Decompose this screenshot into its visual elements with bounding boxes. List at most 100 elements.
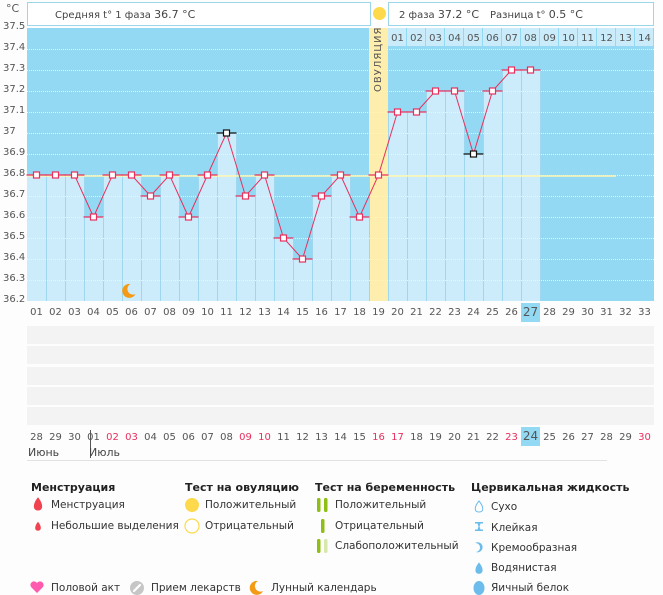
phase2-day-label: 12 bbox=[600, 33, 613, 44]
calendar-date: 15 bbox=[353, 432, 366, 443]
temperature-point bbox=[298, 255, 307, 263]
legend-menstruation-full: Менструация bbox=[51, 499, 125, 511]
cycle-day-label: 04 bbox=[87, 307, 100, 318]
y-tick-label: 36.9 bbox=[3, 147, 26, 158]
calendar-date: 14 bbox=[334, 432, 347, 443]
temperature-bar[interactable] bbox=[388, 112, 407, 301]
month-divider bbox=[90, 430, 91, 458]
legend-pregnancy-title: Тест на беременность bbox=[315, 481, 456, 494]
grid-line bbox=[27, 70, 654, 71]
calendar-date: 08 bbox=[220, 432, 233, 443]
calendar-date: 05 bbox=[163, 432, 176, 443]
separator bbox=[27, 460, 607, 461]
calendar-date: 26 bbox=[562, 432, 575, 443]
column-separator bbox=[407, 112, 408, 301]
temperature-point bbox=[241, 192, 250, 200]
calendar-date: 25 bbox=[543, 432, 556, 443]
cycle-day-label: 31 bbox=[600, 307, 613, 318]
temperature-difference: Разница t° 0.5 °C bbox=[490, 8, 583, 21]
cycle-day-label: 13 bbox=[258, 307, 271, 318]
temperature-point bbox=[32, 171, 41, 179]
column-separator bbox=[312, 196, 313, 301]
legend-cervical-title: Цервикальная жидкость bbox=[471, 481, 630, 494]
cycle-day-label: 17 bbox=[334, 307, 347, 318]
temperature-point bbox=[469, 150, 478, 158]
cycle-day-label: 33 bbox=[638, 307, 651, 318]
calendar-date: 04 bbox=[144, 432, 157, 443]
column-separator bbox=[540, 70, 541, 301]
phase2-day-label: 03 bbox=[429, 33, 442, 44]
calendar-date: 02 bbox=[106, 432, 119, 443]
legend-lunar: Лунный календарь bbox=[271, 582, 377, 594]
temperature-bar[interactable] bbox=[464, 154, 483, 301]
legend-pregnancy-negative: Отрицательный bbox=[335, 520, 424, 532]
legend-pregnancy-weak-icon-a bbox=[317, 539, 321, 553]
y-tick-label: 37 bbox=[3, 126, 16, 137]
column-separator bbox=[388, 112, 389, 301]
cycle-day-label: 24 bbox=[467, 307, 480, 318]
temperature-bar[interactable] bbox=[236, 196, 255, 301]
legend-cervical-watery: Водянистая bbox=[491, 562, 557, 574]
temperature-point bbox=[488, 87, 497, 95]
calendar-date: 06 bbox=[182, 432, 195, 443]
phase2-day-label: 08 bbox=[524, 33, 537, 44]
legend-pregnancy-positive-icon-a bbox=[317, 498, 321, 512]
ovulation-column[interactable] bbox=[369, 28, 388, 301]
temperature-bar[interactable] bbox=[274, 238, 293, 301]
cycle-day-label: 06 bbox=[125, 307, 138, 318]
phase2-day-label: 02 bbox=[410, 33, 423, 44]
grid-line bbox=[27, 112, 654, 113]
calendar-date: 09 bbox=[239, 432, 252, 443]
temperature-point bbox=[127, 171, 136, 179]
phase2-day-cell bbox=[635, 28, 653, 46]
calendar-date-today: 24 bbox=[521, 427, 540, 446]
legend-ovulation-negative: Отрицательный bbox=[205, 520, 294, 532]
phase2-day-label: 07 bbox=[505, 33, 518, 44]
grid-line bbox=[27, 91, 654, 92]
marker-row bbox=[27, 367, 654, 385]
temperature-point bbox=[526, 66, 535, 74]
temperature-point bbox=[279, 234, 288, 242]
ovulation-header-cell bbox=[370, 2, 389, 26]
phase2-day-label: 13 bbox=[619, 33, 632, 44]
ovulation-sun-icon bbox=[373, 7, 386, 20]
calendar-date: 19 bbox=[429, 432, 442, 443]
temperature-chart bbox=[27, 28, 654, 301]
grid-line bbox=[27, 154, 654, 155]
calendar-date: 07 bbox=[201, 432, 214, 443]
temperature-point bbox=[51, 171, 60, 179]
cycle-day-label: 22 bbox=[429, 307, 442, 318]
cycle-day-label: 20 bbox=[391, 307, 404, 318]
phase2-day-cell bbox=[388, 28, 406, 46]
phase2-day-label: 05 bbox=[467, 33, 480, 44]
cycle-day-label: 08 bbox=[163, 307, 176, 318]
phase2-day-cell bbox=[445, 28, 463, 46]
y-tick-label: 37.4 bbox=[3, 42, 26, 53]
cycle-day-label: 01 bbox=[30, 307, 43, 318]
temperature-bar[interactable] bbox=[312, 196, 331, 301]
cycle-day-label: 16 bbox=[315, 307, 328, 318]
calendar-date: 30 bbox=[68, 432, 81, 443]
temperature-bar[interactable] bbox=[407, 112, 426, 301]
temperature-point bbox=[222, 129, 231, 137]
column-separator bbox=[521, 70, 522, 301]
cycle-day-label: 18 bbox=[353, 307, 366, 318]
calendar-date: 10 bbox=[258, 432, 271, 443]
temperature-bar[interactable] bbox=[521, 70, 540, 301]
temperature-line bbox=[36, 69, 531, 260]
phase2-day-label: 10 bbox=[562, 33, 575, 44]
legend-menstruation-icon bbox=[33, 497, 43, 511]
calendar-date: 28 bbox=[600, 432, 613, 443]
calendar-date: 13 bbox=[315, 432, 328, 443]
phase2-day-cell bbox=[502, 28, 520, 46]
legend-menstruation-title: Менструация bbox=[31, 481, 116, 494]
month-july: Июль bbox=[89, 446, 121, 459]
temperature-bar[interactable] bbox=[502, 70, 521, 301]
grid-line bbox=[27, 259, 654, 260]
temperature-point bbox=[393, 108, 402, 116]
grid-line bbox=[27, 238, 654, 239]
cycle-day-label: 12 bbox=[239, 307, 252, 318]
temperature-point bbox=[108, 171, 117, 179]
phase2-day-label: 01 bbox=[391, 33, 404, 44]
temperature-bar[interactable] bbox=[141, 196, 160, 301]
